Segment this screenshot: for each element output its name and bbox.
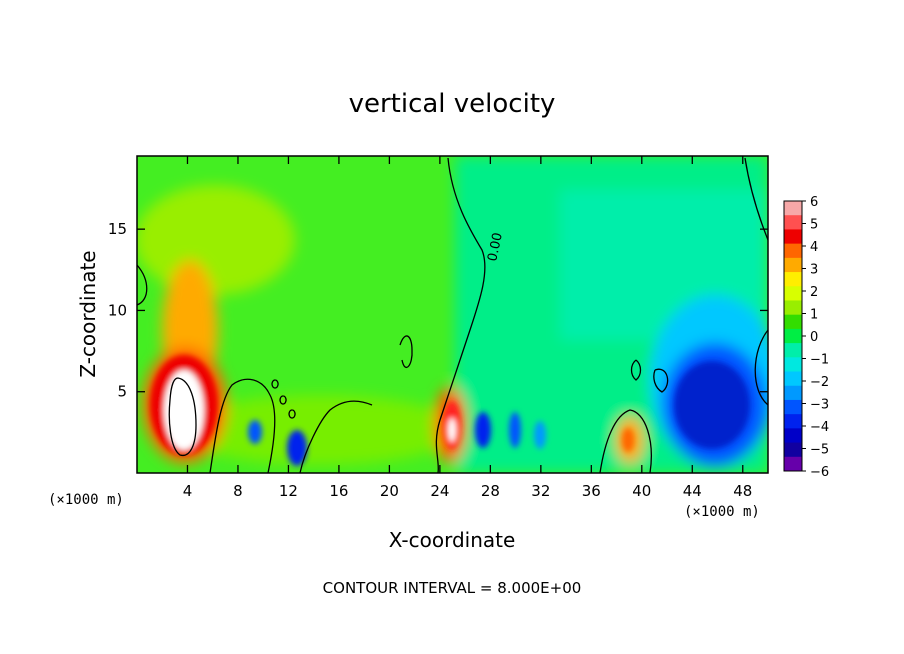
field-region-upper-left [137, 185, 295, 295]
colorbar-label--3: −3 [810, 398, 829, 413]
contour-x41 [630, 359, 642, 381]
colorbar-swatch-11 [784, 357, 802, 373]
y-axis-label: Z-coordinate [76, 250, 100, 377]
colorbar-label-0: 0 [810, 330, 818, 345]
x-tick-label-44: 44 [683, 482, 702, 500]
field-updraft-core [164, 370, 204, 450]
y-axis: 5 10 15 [108, 220, 768, 401]
x-tick-label-8: 8 [233, 482, 243, 500]
contour-x44 [653, 368, 669, 393]
plot-frame [136, 155, 769, 474]
contour-x49 [754, 329, 768, 406]
contour-x39 [599, 409, 652, 473]
contour-interval-note: CONTOUR INTERVAL = 8.000E+00 [323, 579, 582, 597]
x-unit-note-right: (×1000 m) [684, 504, 760, 520]
x-tick-label-20: 20 [380, 482, 399, 500]
colorbar-label--2: −2 [810, 375, 829, 390]
contour-low-left [209, 378, 276, 473]
colorbar-swatch-6 [784, 286, 802, 301]
colorbar-swatch-17 [784, 442, 802, 458]
contour-left-edge [137, 264, 148, 306]
colorbar-swatch-10 [784, 343, 802, 358]
colorbar-swatch-8 [784, 314, 802, 330]
colorbar-swatch-12 [784, 371, 802, 387]
colorbar: 6 5 4 3 2 1 0 −1 −2 −3 −4 −5 −6 [783, 195, 829, 480]
field-downdraft-x10 [248, 420, 262, 444]
field-updraft-x39-core [622, 428, 634, 452]
colorbar-swatch-4 [784, 257, 802, 273]
x-tick-label-40: 40 [632, 482, 651, 500]
colorbar-label--1: −1 [810, 353, 829, 368]
y-tick-label-10: 10 [108, 301, 127, 319]
field-downdraft-x30 [509, 412, 521, 448]
colorbar-swatch-0 [784, 201, 802, 216]
x-tick-label-28: 28 [481, 482, 500, 500]
field-updraft-x25-white [448, 418, 456, 442]
contour-dash-2 [279, 395, 287, 405]
colorbar-label-3: 3 [810, 263, 818, 278]
x-unit-note-left: (×1000 m) [48, 492, 124, 508]
x-tick-label-32: 32 [531, 482, 550, 500]
colorbar-label--6: −6 [810, 465, 829, 480]
contour-main [435, 157, 486, 473]
contour-dash-1 [271, 379, 279, 389]
colorbar-swatch-9 [784, 328, 802, 344]
contour-low-mid [299, 400, 373, 473]
chart-title: vertical velocity [349, 89, 556, 119]
y-tick-label-5: 5 [117, 383, 127, 401]
colorbar-swatch-13 [784, 385, 802, 401]
contour-dash-3 [288, 409, 296, 419]
x-tick-label-36: 36 [582, 482, 601, 500]
colorbar-label--4: −4 [810, 420, 829, 435]
contour-right [744, 157, 768, 241]
x-tick-label-12: 12 [279, 482, 298, 500]
colorbar-swatch-2 [784, 229, 802, 245]
colorbar-label-5: 5 [810, 218, 818, 233]
x-axis-label: X-coordinate [389, 528, 516, 552]
field-downdraft-x33 [534, 421, 546, 449]
colorbar-swatch-16 [784, 428, 802, 444]
colorbar-swatch-14 [784, 399, 802, 415]
x-tick-label-24: 24 [430, 482, 449, 500]
x-tick-label-48: 48 [733, 482, 752, 500]
contour-core [168, 377, 197, 457]
y-tick-label-15: 15 [108, 220, 127, 238]
colorbar-swatch-3 [784, 243, 802, 259]
field-region-low [180, 395, 460, 465]
colorbar-label-4: 4 [810, 240, 818, 255]
colorbar-label--5: −5 [810, 443, 829, 458]
field-downdraft-x28 [475, 412, 491, 448]
x-tick-label-4: 4 [183, 482, 193, 500]
zero-contours [137, 157, 768, 473]
x-tick-label-16: 16 [329, 482, 348, 500]
colorbar-label-6: 6 [810, 195, 818, 210]
colorbar-swatch-18 [784, 456, 802, 472]
contour-x20 [399, 335, 413, 369]
field-downdraft-core [674, 361, 750, 449]
colorbar-swatch-1 [784, 215, 802, 230]
colorbar-label-2: 2 [810, 285, 818, 300]
colorbar-swatch-7 [784, 300, 802, 316]
field-downdraft-x13 [287, 430, 307, 466]
colorbar-swatch-15 [784, 414, 802, 429]
contour-label: 0.00 [485, 231, 506, 262]
colorbar-label-1: 1 [810, 308, 818, 323]
plot-area: 0.00 [137, 156, 768, 473]
x-axis: 4 8 12 16 20 24 28 32 36 40 44 48 [183, 156, 752, 500]
colorbar-swatch-5 [784, 272, 802, 287]
